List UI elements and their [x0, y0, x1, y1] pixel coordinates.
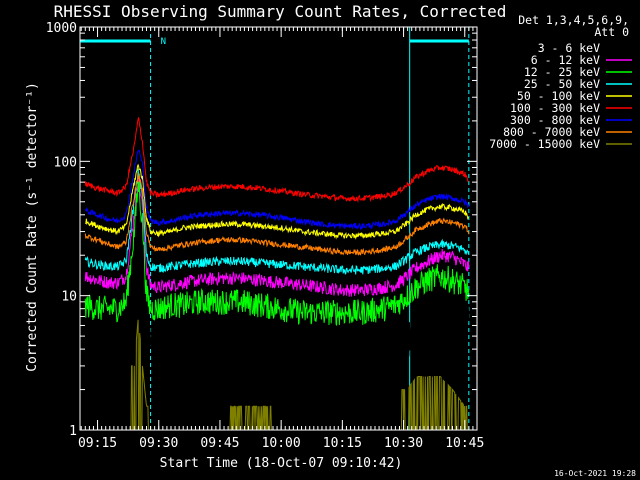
y-axis-label: Corrected Count Rate (s⁻¹ detector⁻¹)	[25, 82, 40, 372]
legend-header: Det 1,3,4,5,6,9,	[518, 13, 629, 27]
legend-label: 12 - 25 keV	[524, 65, 600, 79]
legend-label: 800 - 7000 keV	[503, 125, 600, 139]
x-tick-label: 10:45	[445, 436, 484, 451]
series-line-3	[84, 168, 470, 275]
legend-label: 7000 - 15000 keV	[489, 137, 600, 151]
series-line-1	[84, 175, 470, 297]
x-axis-label: Start Time (18-Oct-07 09:10:42)	[160, 456, 403, 471]
x-tick-label: 09:45	[200, 436, 239, 451]
night-marker-label: N	[161, 37, 166, 47]
series-line-2	[84, 181, 470, 327]
legend-label: 6 - 12 keV	[531, 53, 600, 67]
x-tick-label: 10:00	[262, 436, 301, 451]
series-line-8	[85, 319, 469, 430]
legend-label: 3 - 6 keV	[538, 41, 600, 55]
y-tick-label: 10	[61, 290, 77, 305]
y-tick-label: 100	[54, 155, 77, 170]
legend-label: 50 - 100 keV	[517, 89, 600, 103]
x-tick-label: 10:30	[384, 436, 423, 451]
series-group: N	[80, 27, 470, 430]
x-tick-label: 09:30	[139, 436, 178, 451]
footer-timestamp: 16-Oct-2021 19:28	[554, 469, 636, 478]
y-tick-label: 1000	[46, 21, 77, 36]
series-line-5	[84, 117, 470, 203]
legend-label: 100 - 300 keV	[510, 101, 600, 115]
axes: 1 10 100 1000 09:15 09:30 09:45 10:00 10:15 10:30…	[46, 21, 485, 451]
x-tick-label: 10:15	[323, 436, 362, 451]
x-tick-label: 09:15	[78, 436, 117, 451]
series-line-7	[84, 173, 470, 256]
plot-frame	[79, 26, 478, 431]
series-line-0	[84, 187, 470, 378]
plot-area: N	[80, 27, 470, 430]
y-tick-label: 1	[69, 424, 77, 439]
legend-label: 25 - 50 keV	[524, 77, 600, 91]
chart-title: RHESSI Observing Summary Count Rates, Co…	[54, 2, 507, 21]
legend-label: 300 - 800 keV	[510, 113, 600, 127]
series-line-4	[85, 163, 469, 240]
legend-header: Att 0	[594, 25, 629, 39]
series-line-6	[85, 149, 470, 231]
